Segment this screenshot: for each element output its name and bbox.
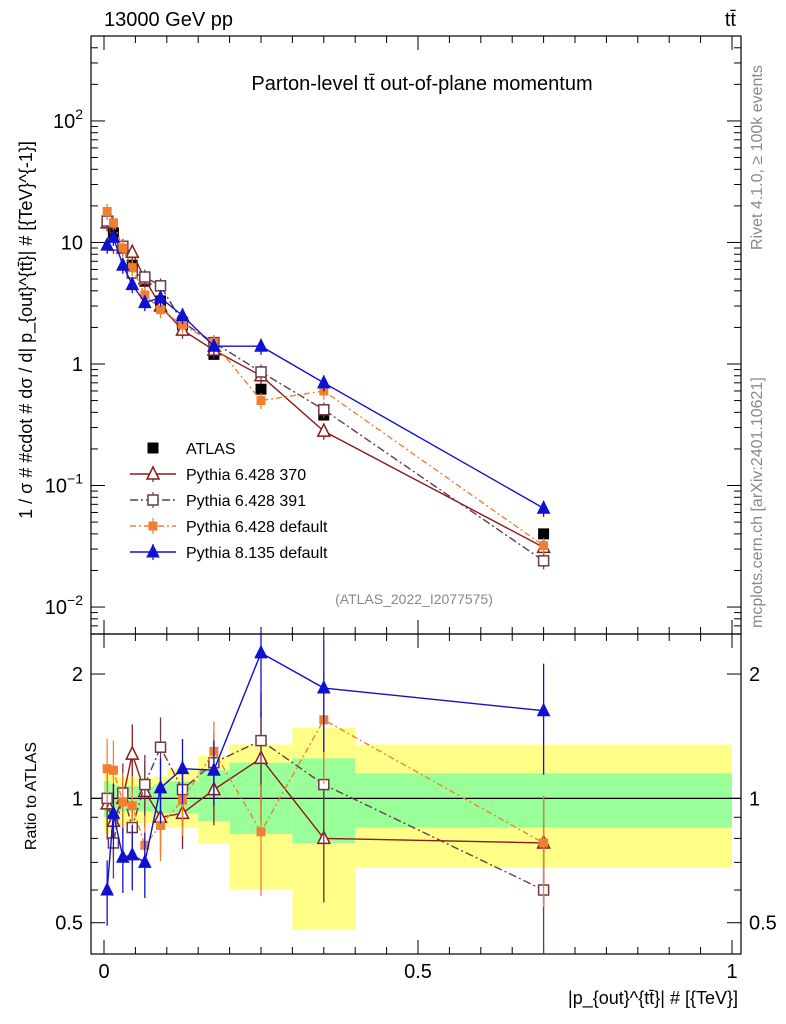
data-point: [318, 404, 330, 416]
data-point: [118, 243, 128, 253]
data-point: [138, 294, 152, 309]
ratio-series-pythia-8-135-default: [100, 634, 551, 926]
data-point: [118, 797, 128, 807]
x-tick-label: 1: [726, 961, 737, 983]
data-point: [316, 422, 332, 437]
data-point: [536, 500, 551, 514]
series-line: [106, 236, 544, 509]
data-point: [108, 218, 118, 228]
ratio-y-tick-label-right: 1: [749, 788, 760, 810]
data-point: [255, 383, 267, 395]
legend-label: Pythia 6.428 391: [186, 493, 306, 510]
legend-label: Pythia 6.428 370: [186, 467, 306, 484]
analysis-id: (ATLAS_2022_I2077575): [335, 591, 493, 607]
ratio-y-tick-label-right: 0.5: [749, 913, 777, 935]
data-point: [125, 846, 140, 861]
data-point: [175, 307, 190, 322]
y-tick-label: 10: [61, 232, 83, 254]
data-point: [125, 276, 140, 291]
series-atlas: [101, 215, 550, 540]
ratio-y-tick-label-right: 2: [749, 664, 760, 686]
data-point: [116, 257, 130, 271]
legend-label: Pythia 6.428 default: [186, 519, 328, 536]
data-point: [138, 854, 152, 868]
legend-marker: [145, 465, 161, 480]
data-point: [254, 644, 268, 659]
data-point: [539, 541, 549, 551]
data-point: [536, 702, 551, 717]
data-point: [538, 528, 550, 540]
data-point: [255, 734, 267, 747]
ratio-y-tick-label-left: 1: [72, 788, 83, 810]
legend: ATLAS Pythia 6.428 370 Pythia 6.428 391 Pyt…: [130, 441, 328, 562]
ratio-y-tick-label-left: 2: [72, 664, 83, 686]
data-point: [139, 778, 151, 791]
data-point: [539, 838, 549, 848]
ratio-panel: 0.5 0.5 1 1 2 2 0 0.5 1: [55, 633, 777, 983]
data-point: [316, 374, 331, 389]
legend-label: ATLAS: [186, 441, 236, 458]
series-pythia-8-135-default: [100, 229, 551, 517]
data-point: [125, 745, 140, 760]
data-point: [154, 280, 167, 292]
data-point: [175, 760, 190, 775]
data-point: [316, 679, 331, 694]
y-tick-label: 102: [53, 106, 83, 133]
data-point: [207, 762, 221, 776]
legend-marker: [147, 494, 159, 506]
data-point: [102, 206, 112, 216]
ratio-frame: [90, 633, 742, 955]
data-point: [139, 271, 151, 283]
mcplots-label: mcplots.cern.ch [arXiv:2401.10621]: [749, 377, 766, 628]
legend-marker: [147, 442, 159, 454]
data-point: [153, 779, 168, 794]
rivet-label: Rivet 4.1.0, ≥ 100k events: [749, 65, 766, 250]
data-point: [254, 338, 268, 352]
x-tick-label: 0.5: [404, 961, 432, 983]
header-right: tt̄: [725, 9, 737, 31]
legend-marker: [148, 521, 158, 531]
x-tick-label: 0: [98, 961, 109, 983]
data-point: [207, 338, 221, 352]
chart-title: Parton-level tt̄ out-of-plane momentum: [251, 73, 592, 95]
data-point: [116, 849, 130, 863]
legend-marker: [146, 543, 160, 558]
y-tick-label: 10−1: [45, 471, 83, 498]
x-axis-label: |p_{out}^{tt̄}| # [{TeV}]: [568, 988, 738, 1009]
y-tick-label: 10−2: [45, 592, 83, 619]
data-point: [256, 827, 266, 837]
data-point: [127, 801, 137, 811]
data-point: [255, 366, 267, 378]
data-point: [156, 305, 166, 315]
data-point: [256, 396, 266, 406]
header-left: 13000 GeV pp: [104, 9, 233, 31]
ratio-ylabel: Ratio to ATLAS: [23, 742, 40, 850]
data-point: [100, 237, 114, 251]
data-point: [100, 881, 114, 896]
legend-label: Pythia 8.135 default: [186, 545, 328, 562]
data-point: [108, 765, 118, 775]
data-point: [106, 805, 121, 819]
ratio-y-tick-label-left: 0.5: [55, 913, 83, 935]
y-tick-label: 1: [72, 354, 83, 376]
main-ylabel: 1 / σ # #cdot # dσ / d| p_{out}^{tt̄}| #…: [16, 141, 37, 519]
data-point: [537, 555, 550, 567]
data-point: [154, 741, 167, 753]
main-panel: 10−2 10−1 1 10 102: [45, 35, 742, 635]
data-point: [153, 289, 168, 304]
data-point: [125, 243, 140, 259]
data-point: [127, 263, 137, 273]
data-point: [106, 229, 121, 243]
